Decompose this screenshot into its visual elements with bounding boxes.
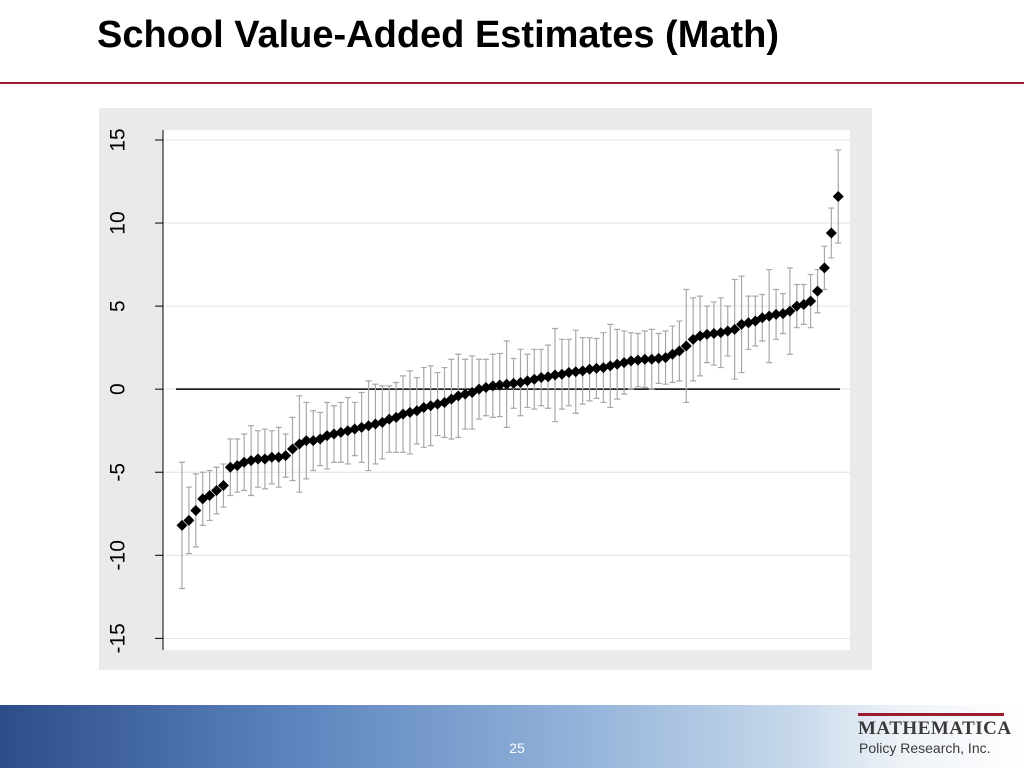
point: [584, 363, 596, 375]
y-tick-label: 5: [107, 300, 130, 312]
y-tick-label: 0: [107, 383, 130, 395]
logo-tagline: Policy Research, Inc.: [859, 740, 991, 756]
point: [729, 323, 741, 335]
point: [287, 443, 299, 455]
point: [280, 450, 292, 462]
point: [252, 453, 264, 465]
point: [818, 262, 830, 274]
point: [183, 514, 195, 526]
point: [190, 504, 202, 516]
point: [770, 308, 782, 320]
y-tick-label: 15: [107, 128, 130, 151]
point: [832, 190, 844, 202]
point: [176, 519, 188, 531]
title-rule: [0, 82, 1024, 84]
point: [625, 355, 637, 367]
point: [549, 369, 561, 381]
y-tick-label: -10: [107, 540, 130, 570]
point: [812, 285, 824, 297]
point: [204, 489, 216, 501]
point: [708, 328, 720, 340]
point: [570, 366, 582, 378]
point: [535, 372, 547, 384]
point: [784, 305, 796, 317]
point: [805, 295, 817, 307]
point: [701, 328, 713, 340]
point: [487, 380, 499, 392]
point: [501, 378, 513, 390]
point: [653, 352, 665, 364]
point: [217, 480, 229, 492]
y-tick-label: -5: [107, 463, 130, 482]
chart: -15 -10 -5 0 5 10 15: [99, 108, 872, 670]
point: [646, 353, 658, 365]
point: [639, 353, 651, 365]
slide-title: School Value-Added Estimates (Math): [97, 14, 779, 56]
logo-bar: [858, 713, 1004, 716]
point: [508, 377, 520, 389]
footer-band: [0, 705, 1024, 768]
page-number: 25: [509, 740, 525, 756]
y-tick-label: -15: [107, 623, 130, 653]
point: [494, 379, 506, 391]
point: [632, 354, 644, 366]
point: [825, 227, 837, 239]
y-tick-label: 10: [107, 211, 130, 234]
point: [211, 485, 223, 497]
point: [563, 367, 575, 379]
point: [245, 455, 257, 467]
point: [300, 435, 312, 447]
point: [266, 451, 278, 463]
logo-name: MATHEMATICA: [858, 718, 1012, 739]
point: [680, 340, 692, 352]
point: [590, 362, 602, 374]
point: [673, 345, 685, 357]
